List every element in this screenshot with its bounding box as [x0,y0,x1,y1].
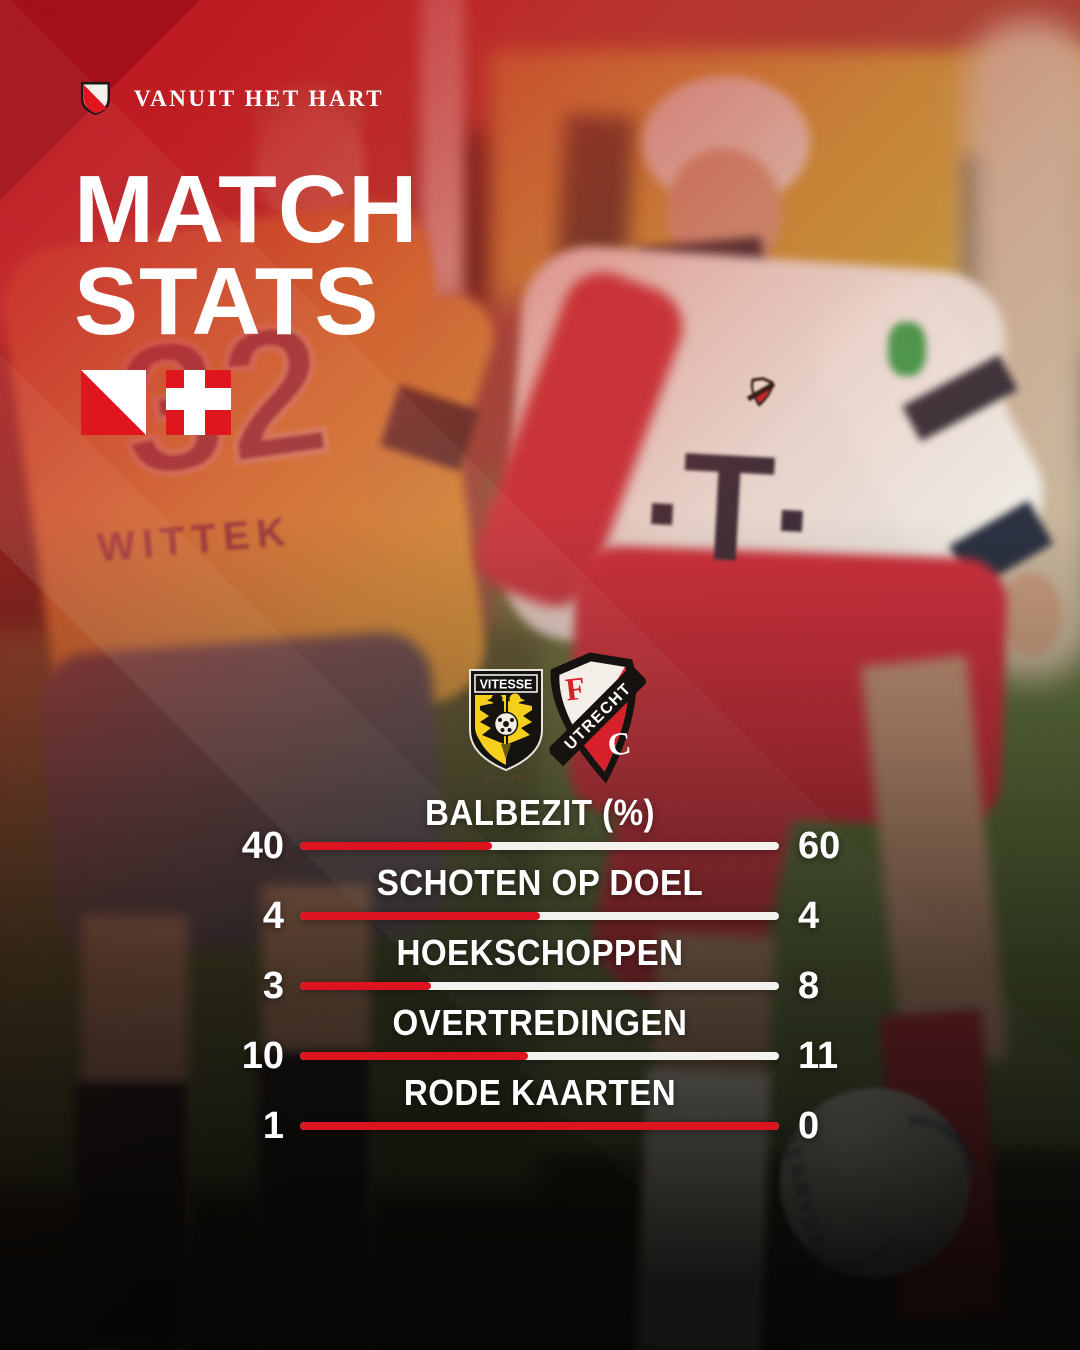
stat-bar [300,842,779,850]
vitesse-badge-icon: VITESSE EST. 1892 [469,669,543,783]
utrecht-flags [81,370,231,435]
utrecht-letter-c: C [606,724,633,763]
stat-value-home: 1 [262,1105,284,1147]
brand-tagline: VANUIT HET HART [134,86,385,111]
stat-label: OVERTREDINGEN [392,1002,688,1043]
stat-value-away: 8 [798,965,820,1007]
title-line-2: STATS [74,248,380,355]
stat-value-away: 11 [798,1035,839,1077]
stat-value-away: 4 [798,895,820,937]
vitesse-name: VITESSE [480,678,533,692]
stat-value-home: 10 [241,1035,284,1077]
stat-value-home: 3 [262,965,284,1007]
stat-bar [300,912,779,920]
stat-label: RODE KAARTEN [403,1072,677,1113]
stat-value-away: 0 [798,1105,820,1147]
stat-bar [300,1122,779,1130]
stat-row: BALBEZIT (%) 40 60 [0,792,1080,867]
fc-utrecht-badge-icon: UTRECHT F C [546,652,648,784]
utrecht-diagonal-flag-icon [81,370,146,435]
stat-label: HOEKSCHOPPEN [396,932,684,973]
vitesse-est-text: EST. 1892 [485,776,526,783]
stat-bar [300,982,779,990]
stat-bar-home-fill [300,1052,528,1060]
stat-value-home: 40 [241,825,284,867]
stat-value-home: 4 [262,895,284,937]
stat-row: OVERTREDINGEN 10 11 [0,1002,1080,1077]
utrecht-cross-flag-icon [166,370,231,435]
utrecht-letter-f: F [563,669,587,707]
stat-row: HOEKSCHOPPEN 3 8 [0,932,1080,1007]
title-line-1: MATCH [74,156,419,263]
poster-title: MATCH STATS [74,162,418,350]
stat-bar-home-fill [300,1122,779,1130]
stat-bar [300,1052,779,1060]
stat-bar-home-fill [300,982,431,990]
utrecht-shield-icon [80,81,111,116]
stat-row: SCHOTEN OP DOEL 4 4 [0,862,1080,937]
flag-red-triangle [81,370,146,435]
flag-cross-horizontal [166,388,231,410]
stat-label: SCHOTEN OP DOEL [376,862,704,903]
stat-bar-home-fill [300,842,492,850]
stat-bar-home-fill [300,912,540,920]
stat-value-away: 60 [798,825,841,867]
stat-label: BALBEZIT (%) [425,792,655,833]
stat-row: RODE KAARTEN 1 0 [0,1072,1080,1147]
